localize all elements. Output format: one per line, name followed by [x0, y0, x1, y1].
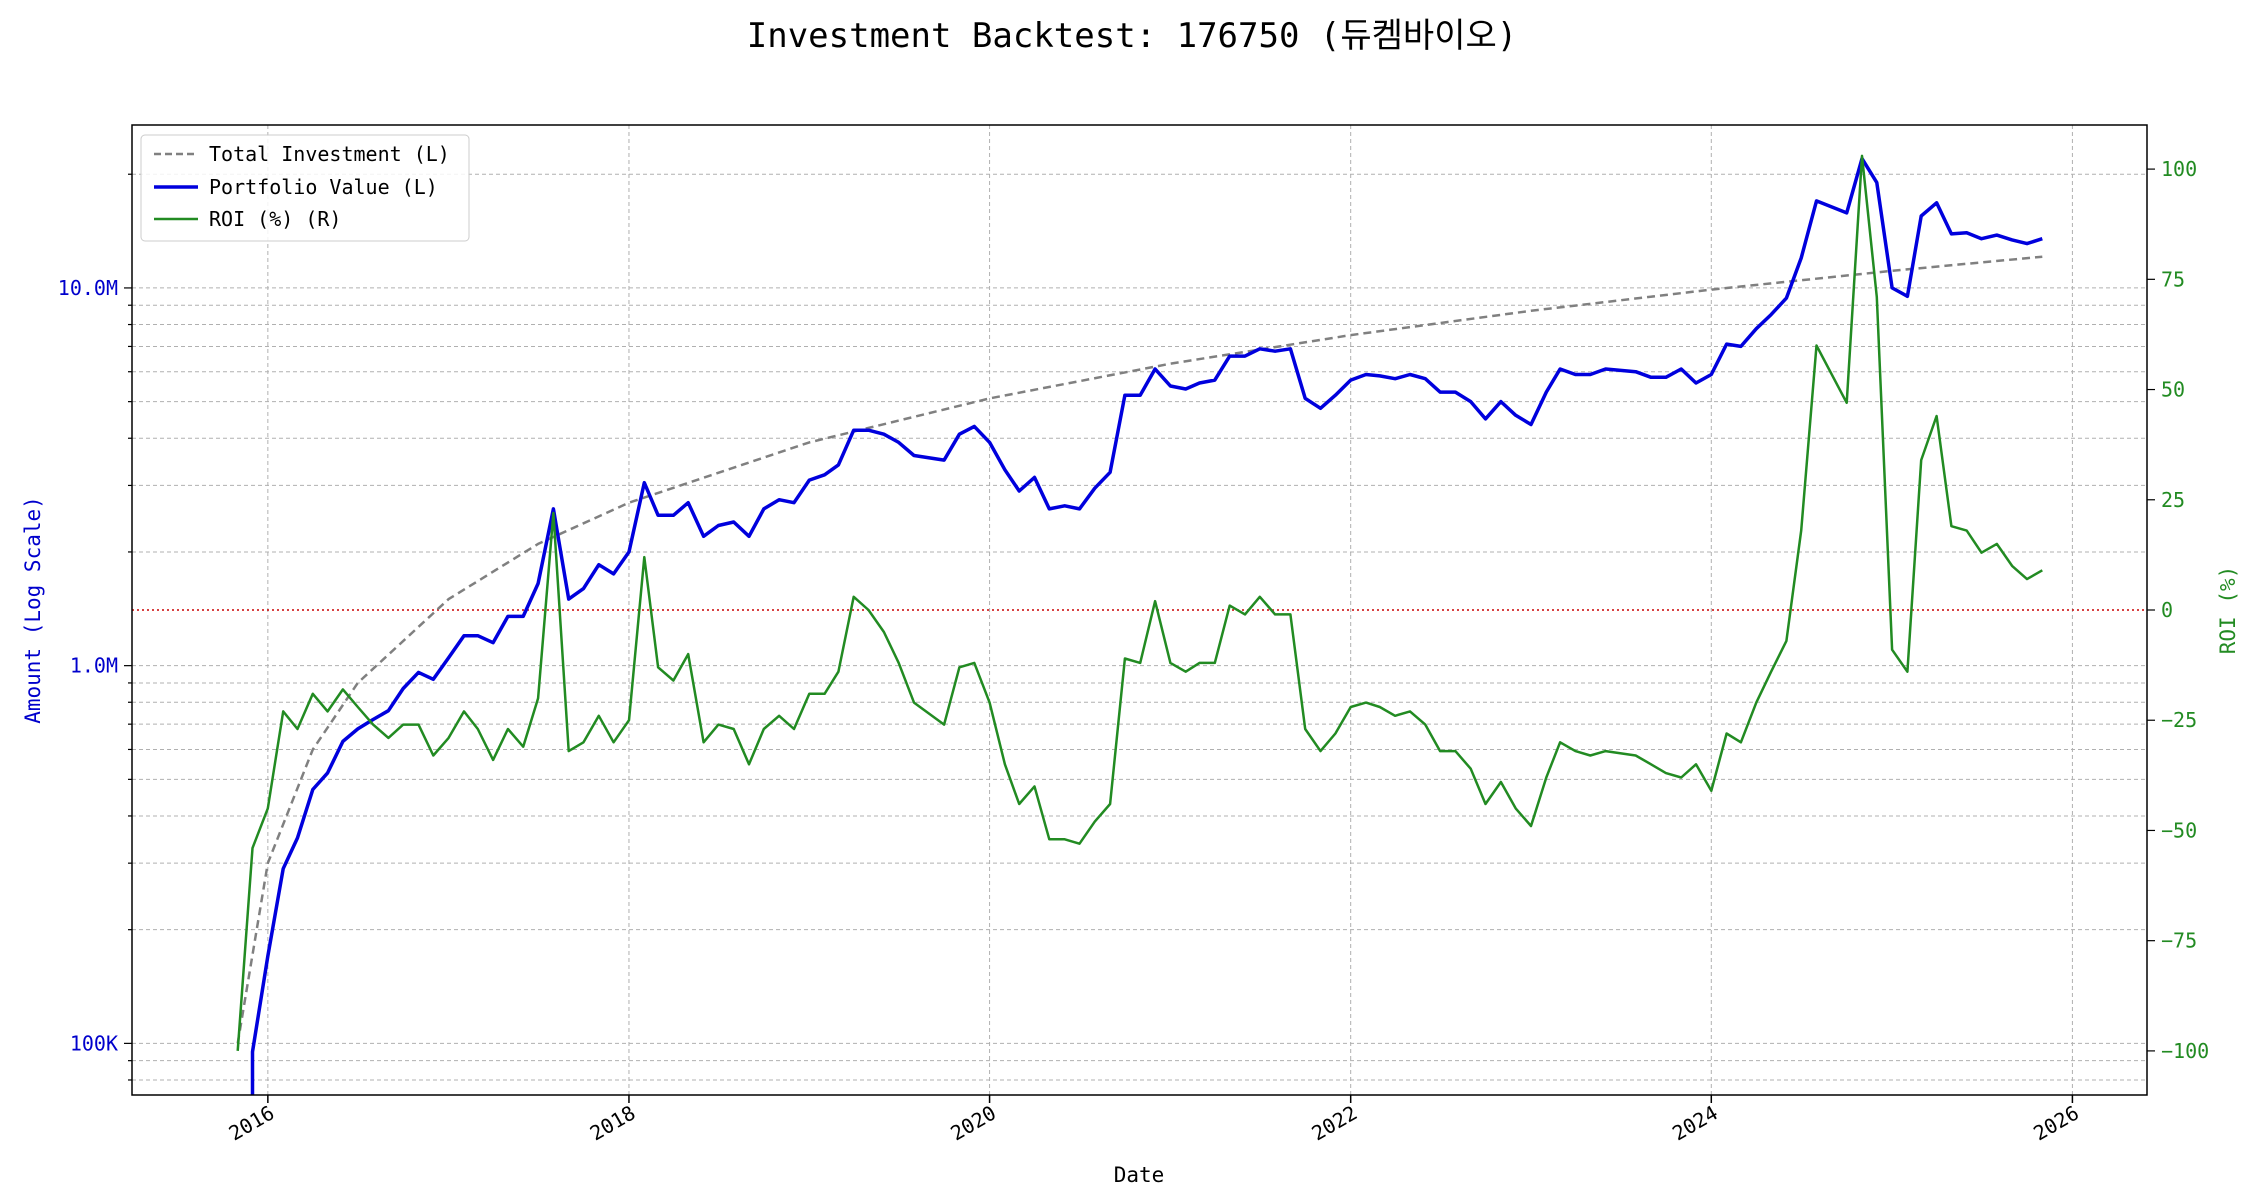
portfolio-value-line — [250, 156, 2043, 1095]
y-right-tick-label: −75 — [2161, 929, 2197, 953]
y-left-tick-label: 1.0M — [70, 654, 118, 678]
y-left-tick-label: 10.0M — [58, 276, 118, 300]
y-right-tick-label: 0 — [2161, 598, 2173, 622]
legend: Total Investment (L) Portfolio Value (L)… — [140, 134, 470, 242]
legend-box — [140, 134, 470, 242]
y-right-tick-label: −25 — [2161, 708, 2197, 732]
y-right-tick-label: 50 — [2161, 378, 2185, 402]
legend-label-roi: ROI (%) (R) — [209, 207, 341, 231]
legend-label-portfolio: Portfolio Value (L) — [209, 175, 438, 199]
investment-line — [236, 255, 2043, 1044]
x-tick-label: 2026 — [2029, 1101, 2083, 1146]
data-layer — [132, 154, 2147, 1095]
y-right-tick-label: −50 — [2161, 818, 2197, 842]
y-right-tick-label: 100 — [2161, 157, 2197, 181]
x-axis-title: Date — [1114, 1163, 1165, 1187]
roi-line — [236, 154, 2043, 1051]
x-tick-label: 2018 — [586, 1101, 640, 1146]
x-tick-label: 2016 — [225, 1101, 279, 1146]
y-right-tick-label: 75 — [2161, 267, 2185, 291]
x-tick-label: 2022 — [1307, 1101, 1361, 1146]
grid-layer — [132, 125, 2147, 1095]
y-left-axis-title: Amount (Log Scale) — [21, 496, 45, 724]
plot-frame — [131, 124, 2148, 1096]
x-tick-label: 2020 — [946, 1101, 1000, 1146]
y-right-tick-label: 25 — [2161, 488, 2185, 512]
x-tick-label: 2024 — [1668, 1101, 1722, 1146]
chart-title: Investment Backtest: 176750 (듀켐바이오) — [747, 16, 1518, 56]
legend-label-investment: Total Investment (L) — [209, 142, 450, 166]
axis-layer: 2016 2018 2020 2022 2024 2026 100K 1.0M 10.0M 100… — [58, 157, 2209, 1145]
y-right-axis-title: ROI (%) — [2216, 566, 2240, 655]
y-left-tick-label: 100K — [70, 1031, 118, 1055]
y-right-tick-label: −100 — [2161, 1039, 2209, 1063]
